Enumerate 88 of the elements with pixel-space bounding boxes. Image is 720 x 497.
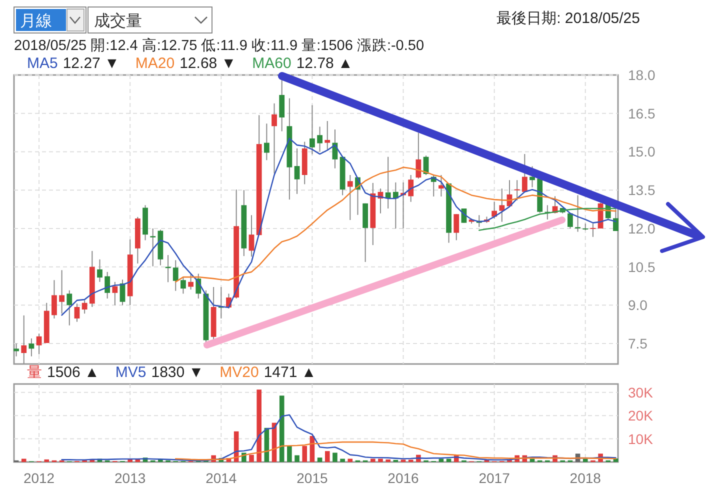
candlestick xyxy=(514,180,520,201)
y-tick-label: 9.0 xyxy=(628,297,648,314)
bar xyxy=(582,458,588,462)
candlestick xyxy=(279,80,285,132)
x-tick-label: 2017 xyxy=(478,470,510,486)
bar xyxy=(256,390,262,462)
bar xyxy=(348,458,353,462)
bar xyxy=(294,455,300,462)
candlestick xyxy=(66,290,72,326)
y-tick-label: 20K xyxy=(628,408,654,424)
candlestick xyxy=(36,333,42,355)
text: 量 xyxy=(27,364,42,381)
chart-title: 最後日期: 2018/05/25 xyxy=(496,10,640,27)
candlestick xyxy=(74,303,80,322)
bar xyxy=(302,446,308,462)
bar xyxy=(279,396,284,462)
candlestick xyxy=(310,104,315,155)
bar xyxy=(249,454,254,462)
bar xyxy=(317,458,322,462)
text: MV20 xyxy=(220,364,259,381)
y-tick-label: 15.0 xyxy=(628,144,656,160)
candlestick xyxy=(21,314,27,364)
candlestick xyxy=(590,223,596,238)
candlestick xyxy=(408,174,414,202)
text: 12.68 ▼ xyxy=(180,55,236,72)
bar xyxy=(332,452,338,462)
text: MA20 xyxy=(135,55,175,72)
candlestick xyxy=(52,280,57,319)
candlestick xyxy=(172,260,178,292)
candlestick xyxy=(82,300,88,314)
candlestick xyxy=(317,126,322,152)
candlestick xyxy=(59,270,65,314)
candlestick xyxy=(272,102,277,174)
bar xyxy=(44,459,50,462)
candlestick xyxy=(248,214,254,258)
candlestick xyxy=(104,271,110,300)
bar xyxy=(370,458,376,462)
text: MA5 xyxy=(27,55,58,72)
text: 成交量 xyxy=(94,12,142,30)
x-tick-label: 2014 xyxy=(206,470,237,486)
x-tick-label: 2016 xyxy=(388,470,420,486)
candlestick xyxy=(180,276,186,294)
y-tick-label: 13.5 xyxy=(628,182,656,198)
bar xyxy=(324,451,330,462)
line-series xyxy=(61,414,616,462)
bar xyxy=(287,446,292,462)
candlestick xyxy=(14,343,19,357)
text: 12.78 ▲ xyxy=(296,55,353,72)
candlestick xyxy=(264,123,270,161)
x-tick-label: 2015 xyxy=(296,470,328,486)
y-tick-label: 12.0 xyxy=(628,220,656,236)
candlestick xyxy=(294,148,300,194)
candlestick xyxy=(324,120,330,150)
candlestick xyxy=(567,212,573,229)
candlestick xyxy=(416,132,422,180)
candlestick xyxy=(575,194,580,232)
text: MV5 xyxy=(115,364,146,381)
x-tick-label: 2018 xyxy=(570,470,602,486)
bar xyxy=(378,458,383,462)
bar xyxy=(340,458,345,462)
line-series xyxy=(174,441,616,460)
candlestick xyxy=(150,228,156,267)
candlestick xyxy=(97,258,102,282)
text: 1830 ▼ xyxy=(151,364,204,381)
candlestick xyxy=(347,174,353,221)
candlestick xyxy=(188,273,194,290)
candlestick xyxy=(438,174,444,197)
text: MA60 xyxy=(252,55,292,72)
x-tick-label: 2013 xyxy=(114,470,146,486)
y-tick-label: 18.0 xyxy=(628,67,656,83)
y-tick-label: 7.5 xyxy=(628,336,648,352)
text: 月線 xyxy=(20,13,52,30)
candlestick xyxy=(613,208,618,232)
candlestick xyxy=(499,188,505,222)
text: 1471 ▲ xyxy=(264,364,316,381)
candlestick xyxy=(454,214,460,241)
y-tick-label: 10.5 xyxy=(628,258,656,275)
candlestick xyxy=(28,338,34,357)
text: 12.27 ▼ xyxy=(62,55,120,72)
chart-subtitle: 2018/05/25 開:12.4 高:12.75 低:11.9 收:11.9 量:1506 漲跌:-0.50 xyxy=(14,37,424,54)
bar xyxy=(386,459,390,462)
y-tick-label: 10K xyxy=(628,430,654,447)
bar xyxy=(21,458,26,462)
y-tick-label: 30K xyxy=(628,384,654,400)
x-tick-label: 2012 xyxy=(23,470,55,486)
text: 1506 ▲ xyxy=(47,364,100,381)
candlestick xyxy=(112,281,118,306)
y-tick-label: 16.5 xyxy=(628,105,656,122)
